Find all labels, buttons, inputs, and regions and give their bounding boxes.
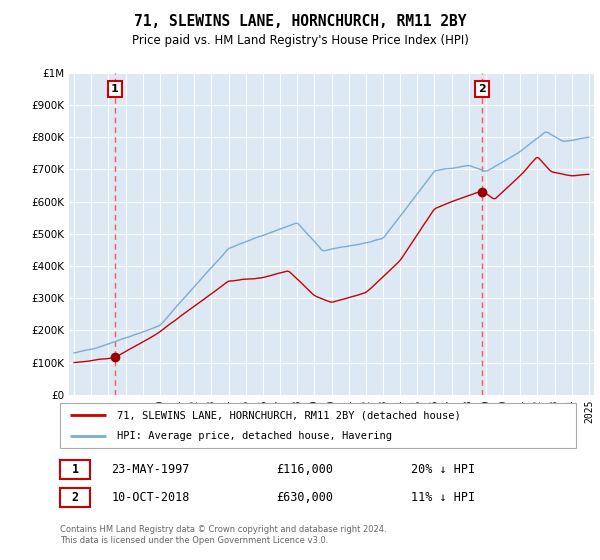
Text: 71, SLEWINS LANE, HORNCHURCH, RM11 2BY (detached house): 71, SLEWINS LANE, HORNCHURCH, RM11 2BY (… [117,410,461,421]
Text: 1: 1 [71,463,79,476]
Text: £116,000: £116,000 [277,463,334,476]
Text: 20% ↓ HPI: 20% ↓ HPI [411,463,475,476]
Text: £630,000: £630,000 [277,491,334,505]
Text: 2: 2 [71,491,79,505]
Text: 11% ↓ HPI: 11% ↓ HPI [411,491,475,505]
Text: 71, SLEWINS LANE, HORNCHURCH, RM11 2BY: 71, SLEWINS LANE, HORNCHURCH, RM11 2BY [134,14,466,29]
Text: Contains HM Land Registry data © Crown copyright and database right 2024.
This d: Contains HM Land Registry data © Crown c… [60,525,386,545]
Bar [60,488,90,507]
Text: Price paid vs. HM Land Registry's House Price Index (HPI): Price paid vs. HM Land Registry's House … [131,34,469,46]
Text: 2: 2 [478,84,486,94]
Text: 1: 1 [111,84,119,94]
Text: 10-OCT-2018: 10-OCT-2018 [112,491,190,505]
Bar [60,460,90,479]
Text: 23-MAY-1997: 23-MAY-1997 [112,463,190,476]
Text: HPI: Average price, detached house, Havering: HPI: Average price, detached house, Have… [117,431,392,441]
